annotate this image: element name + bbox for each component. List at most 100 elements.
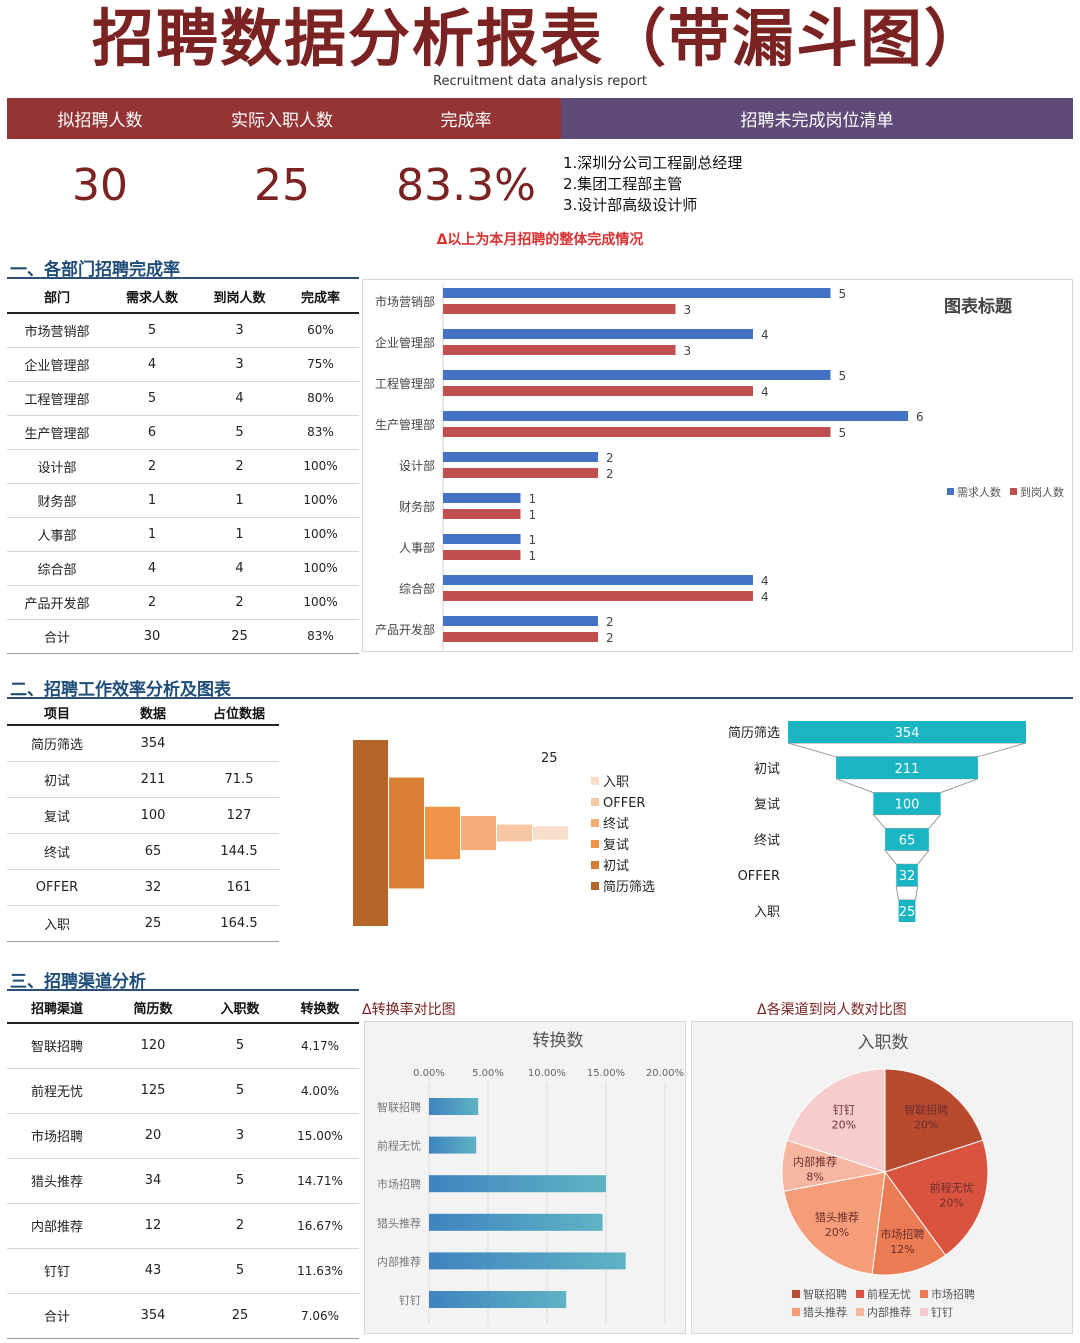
dept-completion-table: 部门 需求人数 到岗人数 完成率 市场营销部 5 3 60% 企业管理部 4 3 75% 工程管理部 5 4… [7,281,359,654]
table-cell: 5 [199,1068,281,1114]
legend-label: 钉钉 [931,1306,953,1319]
chart-title: 图表标题 [944,296,1013,317]
table-cell: 4.00% [281,1068,359,1114]
chart-title: 入职数 [858,1033,909,1053]
bar [443,427,831,437]
slice-percent: 20% [914,1118,938,1131]
table-cell: 144.5 [199,833,279,870]
pie-slice [871,1170,947,1276]
table-cell: 1 [197,483,282,518]
table-cell: 4 [197,381,282,416]
funnel-bar [896,864,918,887]
table-header-row: 项目 数据 占位数据 [7,701,279,726]
tick-label: 15.00% [587,1068,625,1079]
table-cell: 2 [197,449,282,484]
table-cell: 30 [107,619,197,654]
legend-swatch [591,777,599,785]
slice-percent: 8% [806,1171,823,1184]
table-row: 综合部 4 4 100% [7,551,359,586]
waterfall-bar [533,826,568,840]
table-cell: 简历筛选 [7,725,107,762]
pending-position-list: 1.深圳分公司工程副总经理 2.集团工程部主管 3.设计部高级设计师 [563,153,742,216]
slice-percent: 12% [890,1243,914,1256]
category-label: 设计部 [399,458,435,473]
table-cell: 4 [107,551,197,586]
column-header: 到岗人数 [197,281,282,314]
category-label: 市场招聘 [377,1177,421,1191]
table-cell: 71.5 [199,761,279,798]
table-cell: 初试 [7,761,107,798]
legend-swatch [920,1290,928,1298]
table-cell: 100% [282,483,359,518]
overall-note: Δ以上为本月招聘的整体完成情况 [436,232,644,248]
page-title: 招聘数据分析报表（带漏斗图） [91,2,988,75]
legend-label: 需求人数 [957,486,1001,499]
data-label: 5 [839,426,847,440]
bar [429,1252,626,1270]
data-label: 3 [684,303,692,317]
conversion-caption: Δ转换率对比图 [362,1002,456,1018]
data-label: 2 [606,631,614,645]
category-label: 内部推荐 [377,1254,421,1268]
table-cell: 20 [107,1113,199,1159]
table-cell: 5 [199,1158,281,1204]
table-cell: 财务部 [7,483,107,518]
column-header: 需求人数 [107,281,197,314]
table-cell: 127 [199,797,279,834]
table-cell: 猎头推荐 [7,1158,107,1204]
data-label: 2 [606,615,614,629]
legend-label: 智联招聘 [803,1287,847,1301]
bar [443,345,676,355]
data-label: 1 [529,492,537,506]
kpi-values: 30 25 83.3% [7,145,567,225]
legend-swatch [591,840,599,848]
table-cell: 钉钉 [7,1248,107,1294]
table-cell: 智联招聘 [7,1023,107,1069]
table-cell: 2 [107,449,197,484]
data-label: 211 [895,762,920,777]
table-cell: 211 [107,761,199,798]
bar [443,304,676,314]
legend-swatch [792,1290,800,1298]
table-cell: 83% [282,415,359,450]
table-cell: 161 [199,869,279,906]
pie-slice [786,1068,886,1173]
table-cell: 企业管理部 [7,347,107,382]
table-cell: 354 [107,1293,199,1339]
waterfall-bar [461,815,496,851]
kpi-head-rate: 完成率 [371,98,561,139]
table-cell: 7.06% [281,1293,359,1339]
slice-label: 猎头推荐 [815,1210,859,1224]
bar [443,288,831,298]
legend-label: 猎头推荐 [803,1305,847,1319]
table-cell: 100 [107,797,199,834]
slice-label: 内部推荐 [793,1155,837,1169]
bar [429,1136,477,1154]
legend-label: 内部推荐 [867,1305,911,1319]
data-label: 1 [529,549,537,563]
bar [443,386,753,396]
table-cell: 2 [197,585,282,620]
table-cell: 164.5 [199,905,279,942]
waterfall-bar [497,824,532,842]
chart-title: 转换数 [533,1031,584,1051]
section3-title: 三、招聘渠道分析 [10,972,146,992]
table-cell: 11.63% [281,1248,359,1294]
legend-label: 简历筛选 [603,879,655,895]
tick-label: 5.00% [472,1068,504,1079]
slice-percent: 20% [825,1226,849,1239]
table-cell: 复试 [7,797,107,834]
table-cell: 4.17% [281,1023,359,1069]
table-row: 智联招聘 120 5 4.17% [7,1023,359,1069]
table-cell: 34 [107,1158,199,1204]
table-cell: 3 [197,347,282,382]
data-label: 2 [606,467,614,481]
kpi-head-pending: 招聘未完成岗位清单 [561,98,1073,139]
legend-label: 复试 [603,838,629,853]
bar [443,509,521,519]
channel-table: 招聘渠道 简历数 入职数 转换数 智联招聘 120 5 4.17% 前程无忧 125 5 4.00% 市… [7,993,359,1339]
waterfall-bar [425,806,460,860]
category-label: 简历筛选 [728,725,780,741]
data-label: 354 [895,726,920,741]
